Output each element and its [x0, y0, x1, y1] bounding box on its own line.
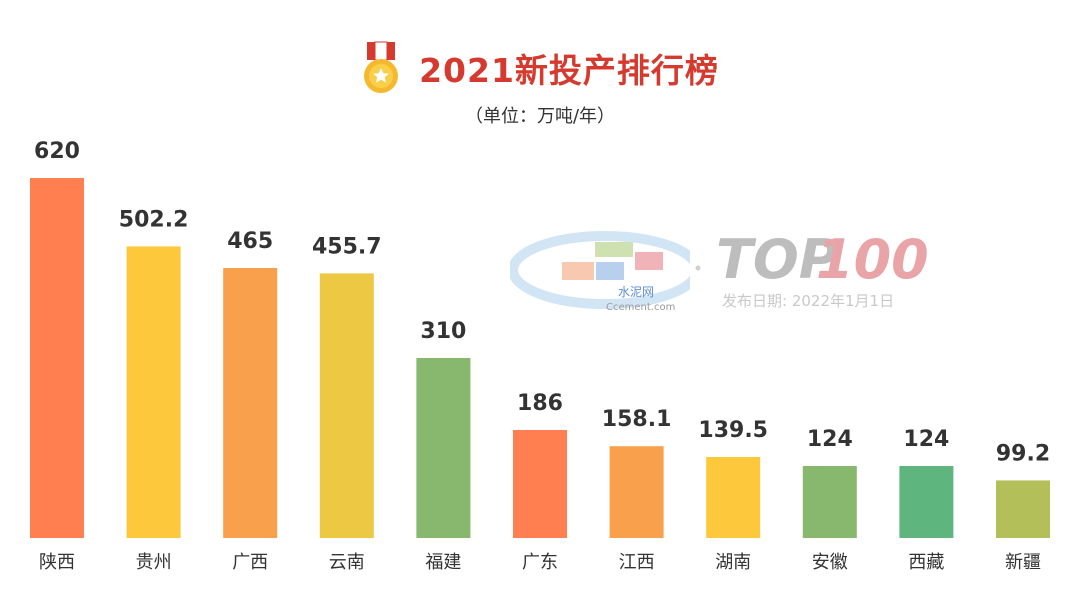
watermark-100: 100	[816, 228, 929, 291]
value-label-7: 139.5	[698, 418, 768, 443]
value-label-2: 465	[227, 229, 273, 254]
unit-label: （单位：万吨/年）	[464, 106, 616, 127]
category-label-9: 西藏	[908, 552, 944, 573]
bar-5	[513, 430, 567, 538]
title-row: 2021新投产排行榜	[0, 40, 1080, 96]
bar-3	[319, 273, 374, 538]
value-label-4: 310	[420, 319, 466, 344]
category-label-5: 广东	[522, 552, 558, 573]
watermark-brand-cn: 水泥网	[618, 285, 654, 299]
value-label-1: 502.2	[119, 207, 189, 232]
watermark-brand-en: Ccement.com	[606, 302, 675, 313]
bar-0	[30, 178, 84, 538]
category-label-10: 新疆	[1005, 552, 1041, 573]
medal-icon	[364, 41, 399, 93]
bar-1	[126, 246, 181, 538]
bar-10	[996, 480, 1050, 538]
ccement-watermark-logo: 水泥网 Ccement.com	[510, 231, 690, 313]
bar-6	[609, 446, 664, 538]
top100-watermark: TOP 100	[695, 228, 929, 291]
chart-title: 2021新投产排行榜	[419, 51, 719, 90]
category-label-1: 贵州	[136, 552, 172, 573]
value-label-0: 620	[34, 139, 80, 164]
bar-2	[223, 268, 278, 538]
category-label-3: 云南	[329, 552, 365, 573]
bar-9	[899, 466, 954, 538]
value-label-5: 186	[517, 391, 563, 416]
bar-8	[802, 466, 857, 538]
value-label-3: 455.7	[312, 234, 382, 259]
bar-7	[706, 457, 761, 538]
watermark-date: 发布日期: 2022年1月1日	[722, 292, 895, 310]
value-label-6: 158.1	[602, 407, 672, 432]
value-label-8: 124	[807, 427, 853, 452]
watermark-top: TOP	[716, 228, 838, 291]
category-label-8: 安徽	[812, 552, 848, 573]
category-label-7: 湖南	[715, 552, 751, 573]
category-label-0: 陕西	[39, 552, 75, 573]
category-label-6: 江西	[619, 552, 655, 573]
value-label-10: 99.2	[996, 441, 1050, 466]
category-label-4: 福建	[425, 552, 461, 573]
category-label-2: 广西	[232, 552, 268, 573]
value-label-9: 124	[903, 427, 949, 452]
bar-4	[416, 358, 471, 538]
